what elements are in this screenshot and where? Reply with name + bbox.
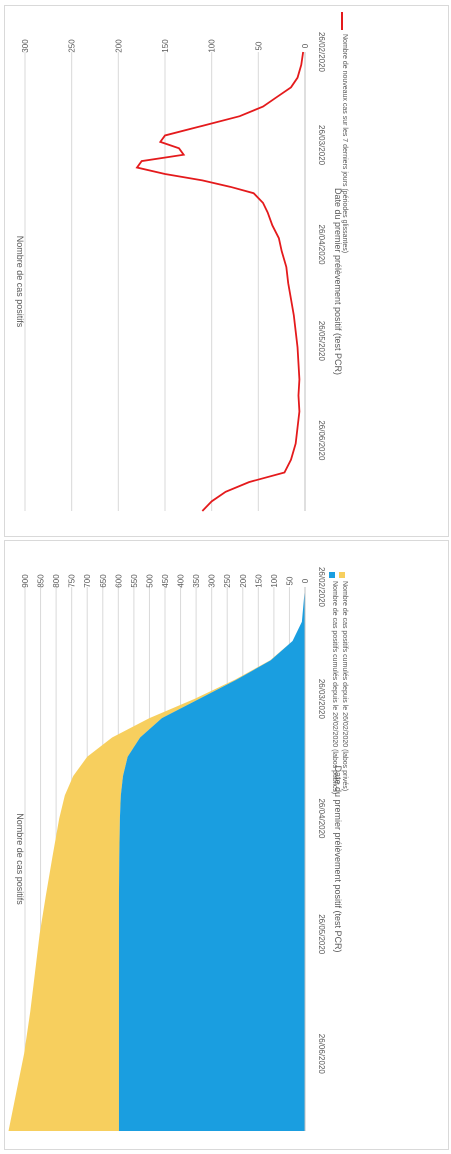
line-series-weekly <box>135 51 305 512</box>
y-tick-label: 600 <box>114 574 123 588</box>
y-tick-label: 900 <box>21 574 30 588</box>
y-tick-label: 0 <box>301 578 310 583</box>
x-tick-label: 26/03/2020 <box>317 125 326 166</box>
y-tick-label: 300 <box>208 574 217 588</box>
y-tick-label: 250 <box>223 574 232 588</box>
y-tick-label: 150 <box>254 574 263 588</box>
cumulative-area-chart: 0 50 100 150 200 250 300 350 400 450 500 550 600 650 7… <box>8 567 348 1131</box>
legend-label: Nombre de cas positifs cumulés depuis le… <box>331 581 338 794</box>
y-tick-label: 650 <box>99 574 108 588</box>
y-tick-label: 250 <box>68 39 77 53</box>
x-tick-label: 26/06/2020 <box>317 420 326 461</box>
y-tick-label: 350 <box>192 574 201 588</box>
y-tick-label: 400 <box>177 574 186 588</box>
legend-label: Nombre de cas positifs cumulés depuis le… <box>341 581 348 791</box>
area-series-public <box>118 587 305 1131</box>
x-tick-label: 26/04/2020 <box>317 225 326 266</box>
x-tick-label: 26/02/2020 <box>317 32 326 73</box>
area-series-private <box>8 587 306 1131</box>
y-tick-label: 800 <box>52 574 61 588</box>
x-tick-label: 26/03/2020 <box>317 679 326 720</box>
y-tick-label: 100 <box>208 39 217 53</box>
y-tick-label: 100 <box>270 574 279 588</box>
y-axis-title: Nombre de cas positifs <box>15 236 25 328</box>
y-axis-title: Nombre de cas positifs <box>15 813 25 905</box>
cumulative-area-chart-panel: 0 50 100 150 200 250 300 350 400 450 500 550 600 650 7… <box>4 540 449 1150</box>
y-tick-label: 450 <box>161 574 170 588</box>
weekly-cases-line-chart-panel: 0 50 100 150 200 250 300 Nombre de cas positifs… <box>4 5 449 537</box>
y-tick-label: 500 <box>145 574 154 588</box>
y-tick-label: 50 <box>285 576 294 585</box>
y-tick-label: 150 <box>161 39 170 53</box>
y-tick-label: 200 <box>114 39 123 53</box>
y-tick-label: 0 <box>301 43 310 48</box>
x-tick-label: 26/05/2020 <box>317 321 326 362</box>
x-axis-title: Date du premier prélèvement positif (tes… <box>333 188 343 375</box>
legend-label: Nombre de nouveaux cas sur les 7 dernier… <box>341 34 348 253</box>
x-tick-label: 26/06/2020 <box>317 1034 326 1075</box>
y-tick-label: 700 <box>83 574 92 588</box>
y-tick-label: 300 <box>21 39 30 53</box>
x-tick-label: 26/02/2020 <box>317 567 326 608</box>
x-axis-title: Date du premier prélèvement positif (tes… <box>333 765 343 952</box>
y-tick-label: 850 <box>37 574 46 588</box>
legend-swatch <box>339 572 345 578</box>
x-tick-label: 26/05/2020 <box>317 914 326 955</box>
y-tick-label: 750 <box>68 574 77 588</box>
x-tick-label: 26/04/2020 <box>317 798 326 839</box>
weekly-cases-line-chart: 0 50 100 150 200 250 300 Nombre de cas positifs… <box>15 12 348 512</box>
y-tick-label: 550 <box>130 574 139 588</box>
legend-swatch <box>329 572 335 578</box>
y-tick-label: 200 <box>239 574 248 588</box>
y-tick-label: 50 <box>254 41 263 50</box>
